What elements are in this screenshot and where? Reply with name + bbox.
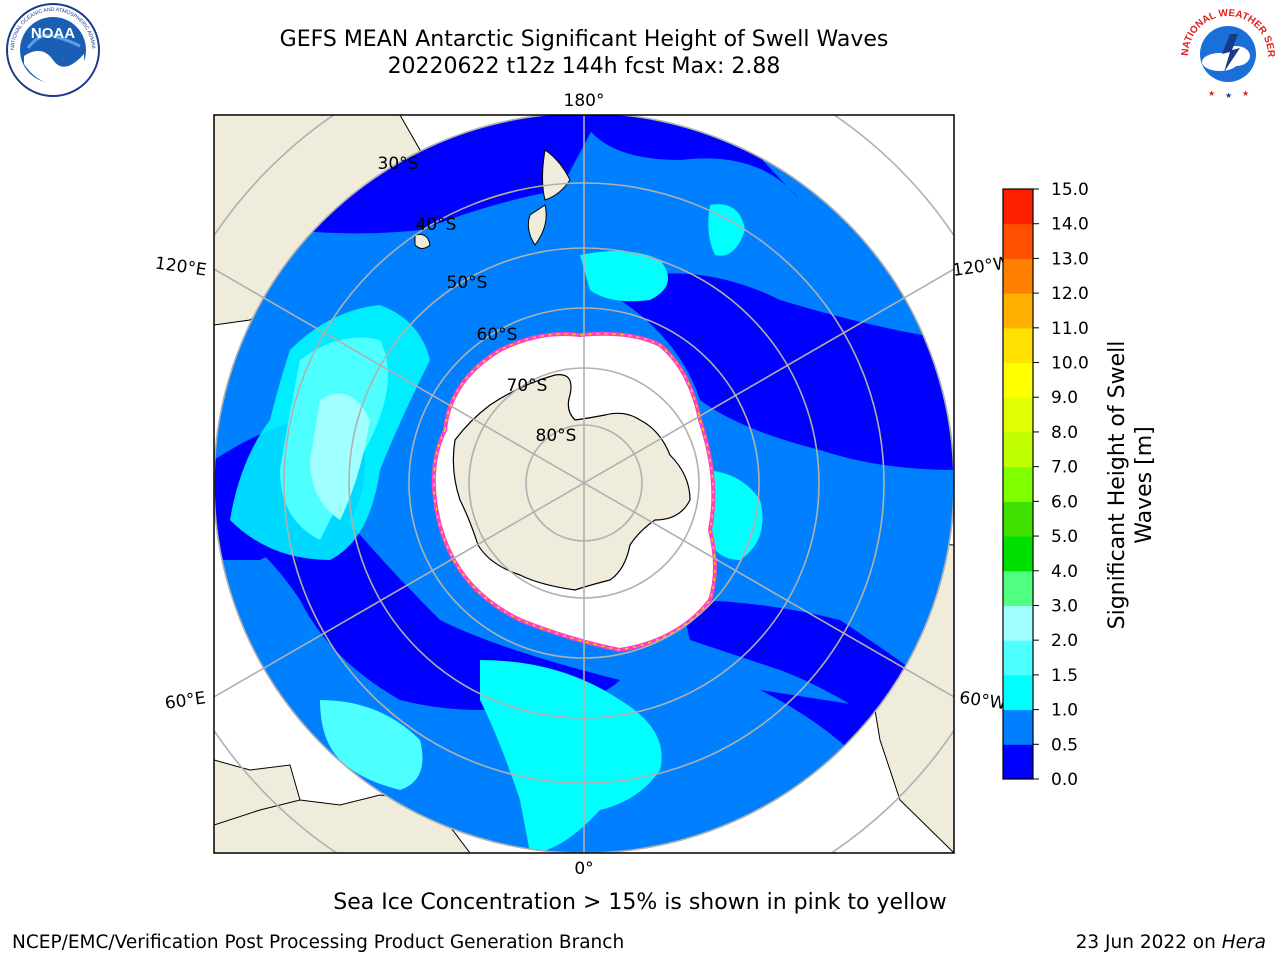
colorbar-tick-label: 1.0 xyxy=(1051,701,1078,721)
footer-date-text: 23 Jun 2022 on xyxy=(1075,932,1222,953)
footer-date: 23 Jun 2022 on Hera xyxy=(1076,932,1266,953)
lon-label-60e: 60°E xyxy=(164,688,207,713)
svg-text:★: ★ xyxy=(1208,89,1215,98)
colorbar-tick-label: 12.0 xyxy=(1051,284,1089,304)
colorbar-segment xyxy=(1003,431,1033,468)
lon-label-0: 0° xyxy=(574,859,593,879)
colorbar-segment xyxy=(1003,605,1033,641)
colorbar-frame xyxy=(1002,188,1034,780)
lon-label-180: 180° xyxy=(564,91,605,111)
colorbar-tick-label: 11.0 xyxy=(1051,319,1089,339)
colorbar-segment xyxy=(1003,501,1033,537)
lat-label-50s: 50°S xyxy=(447,273,488,293)
colorbar-label-line2: Waves [m] xyxy=(1132,426,1157,543)
colorbar-tick-label: 15.0 xyxy=(1051,180,1089,200)
colorbar-tick-label: 0.0 xyxy=(1051,770,1078,790)
colorbar xyxy=(1002,188,1034,780)
colorbar-segment xyxy=(1003,674,1033,711)
colorbar-tick-label: 6.0 xyxy=(1051,492,1078,512)
colorbar-tick-label: 3.0 xyxy=(1051,596,1078,616)
colorbar-tick-label: 14.0 xyxy=(1051,215,1089,235)
antarctica-landmass xyxy=(452,374,691,591)
colorbar-segment xyxy=(1003,362,1033,398)
lat-label-70s: 70°S xyxy=(507,376,548,396)
colorbar-ticks: 15.0 14.0 13.0 12.0 11.0 10.0 9.0 8.0 7.0 6.0 5.0 4… xyxy=(1033,180,1089,790)
colorbar-tick-label: 4.0 xyxy=(1051,562,1078,582)
footer-host: Hera xyxy=(1221,932,1266,953)
map-frame xyxy=(213,114,955,854)
lon-label-120e: 120°E xyxy=(154,254,208,281)
colorbar-tick-label: 2.0 xyxy=(1051,631,1078,651)
lat-label-60s: 60°S xyxy=(477,325,518,345)
lon-label-60w: 60°W xyxy=(958,688,1007,714)
noaa-logo-icon: NOAA NATIONAL OCEANIC AND ATMOSPHERIC AD… xyxy=(2,2,100,97)
colorbar-segment xyxy=(1003,709,1033,745)
colorbar-tick-label: 8.0 xyxy=(1051,423,1078,443)
colorbar-segment xyxy=(1003,744,1033,780)
lat-label-80s: 80°S xyxy=(536,426,577,446)
noaa-logo-text: NOAA xyxy=(31,25,75,42)
footer-branch: NCEP/EMC/Verification Post Processing Pr… xyxy=(12,932,625,953)
colorbar-segment xyxy=(1003,293,1033,329)
svg-text:★: ★ xyxy=(1225,91,1232,100)
sea-ice-note: Sea Ice Concentration > 15% is shown in … xyxy=(333,890,947,915)
colorbar-tick-label: 7.0 xyxy=(1051,458,1078,478)
lat-label-40s: 40°S xyxy=(416,215,457,235)
colorbar-tick-label: 1.5 xyxy=(1051,666,1078,686)
colorbar-label-line1: Significant Height of Swell xyxy=(1105,341,1130,630)
colorbar-segment xyxy=(1003,466,1033,502)
chart-title: GEFS MEAN Antarctic Significant Height o… xyxy=(279,27,889,52)
lat-label-30s: 30°S xyxy=(378,154,419,174)
national-weather-service-logo-icon: NATIONAL WEATHER SERVICE ★ ★ ★ xyxy=(1178,4,1276,100)
colorbar-tick-label: 9.0 xyxy=(1051,388,1078,408)
colorbar-segment xyxy=(1003,189,1033,225)
colorbar-tick-label: 13.0 xyxy=(1051,249,1089,269)
colorbar-segment xyxy=(1003,536,1033,572)
chart-subtitle: 20220622 t12z 144h fcst Max: 2.88 xyxy=(387,54,781,79)
colorbar-segment xyxy=(1003,570,1033,606)
colorbar-tick-label: 5.0 xyxy=(1051,527,1078,547)
colorbar-segment xyxy=(1003,397,1033,433)
colorbar-segment xyxy=(1003,327,1033,364)
colorbar-segment xyxy=(1003,223,1033,259)
colorbar-tick-label: 10.0 xyxy=(1051,354,1089,374)
colorbar-segment xyxy=(1003,640,1033,676)
svg-text:★: ★ xyxy=(1242,89,1249,98)
graticule xyxy=(214,115,954,853)
colorbar-tick-label: 0.5 xyxy=(1051,735,1078,755)
colorbar-segment xyxy=(1003,258,1033,294)
